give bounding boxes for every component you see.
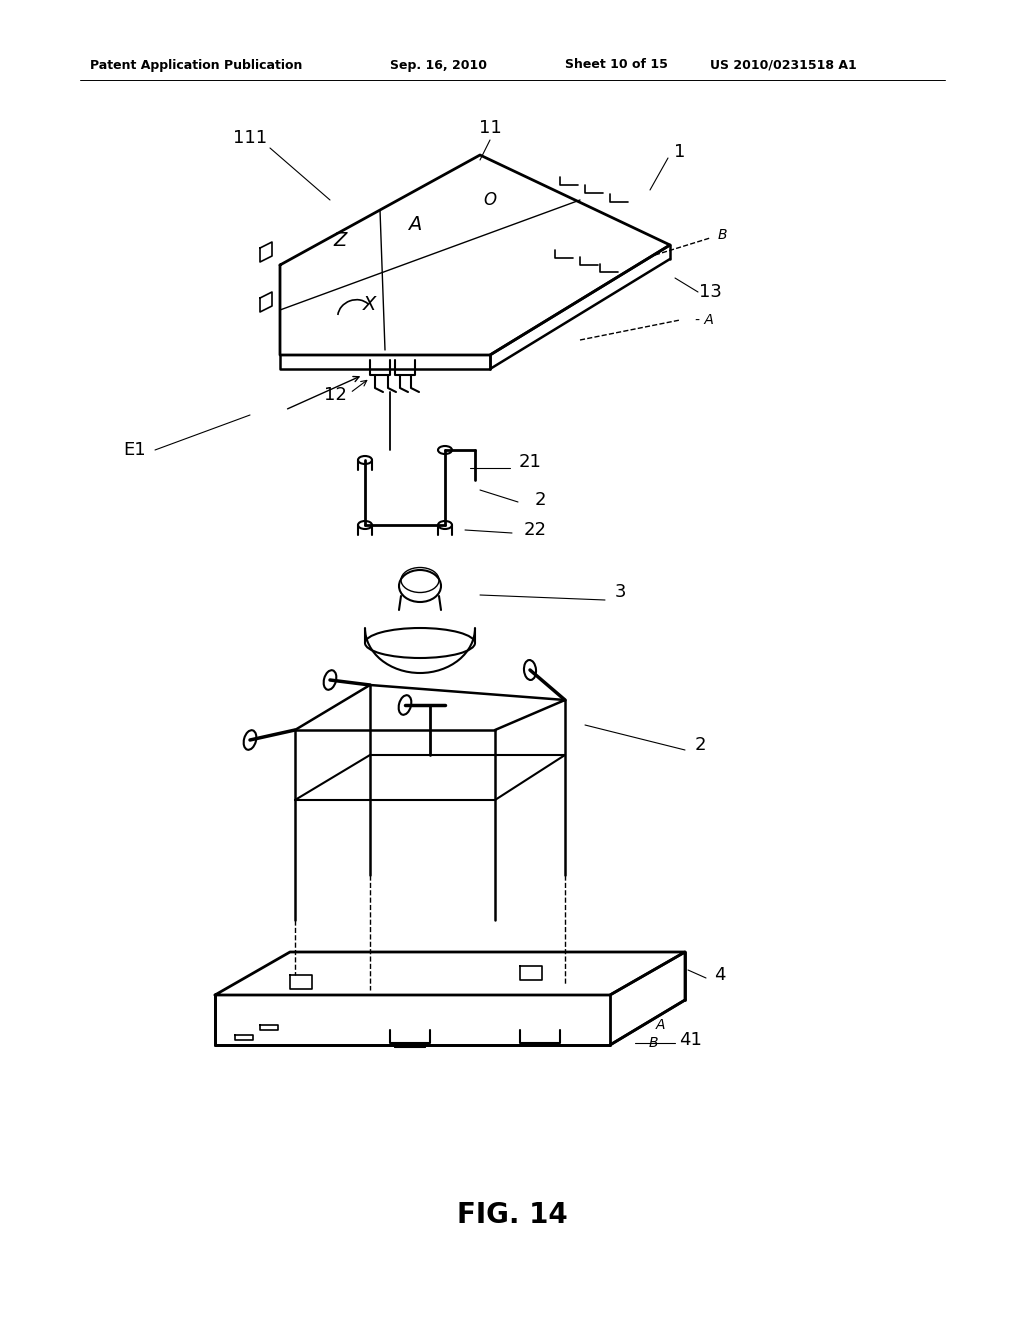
Text: 4: 4 xyxy=(715,966,726,983)
Text: 22: 22 xyxy=(523,521,547,539)
Text: O: O xyxy=(483,191,497,209)
Text: E1: E1 xyxy=(124,441,146,459)
Text: 41: 41 xyxy=(679,1031,701,1049)
Text: A: A xyxy=(655,1018,665,1032)
Text: Patent Application Publication: Patent Application Publication xyxy=(90,58,302,71)
Text: - A: - A xyxy=(695,313,714,327)
Text: B: B xyxy=(718,228,727,242)
Text: Z: Z xyxy=(334,231,347,249)
Text: Sheet 10 of 15: Sheet 10 of 15 xyxy=(565,58,668,71)
Text: B: B xyxy=(648,1036,657,1049)
Text: Sep. 16, 2010: Sep. 16, 2010 xyxy=(390,58,487,71)
Text: 11: 11 xyxy=(478,119,502,137)
Text: 13: 13 xyxy=(698,282,722,301)
Text: 21: 21 xyxy=(518,453,542,471)
Text: US 2010/0231518 A1: US 2010/0231518 A1 xyxy=(710,58,857,71)
Text: 12: 12 xyxy=(324,385,346,404)
Text: X: X xyxy=(364,296,377,314)
Text: FIG. 14: FIG. 14 xyxy=(457,1201,567,1229)
Text: 2: 2 xyxy=(535,491,546,510)
Text: 2: 2 xyxy=(694,737,706,754)
Text: 1: 1 xyxy=(675,143,686,161)
Text: A: A xyxy=(409,215,422,235)
Text: 3: 3 xyxy=(614,583,626,601)
Text: 111: 111 xyxy=(232,129,267,147)
